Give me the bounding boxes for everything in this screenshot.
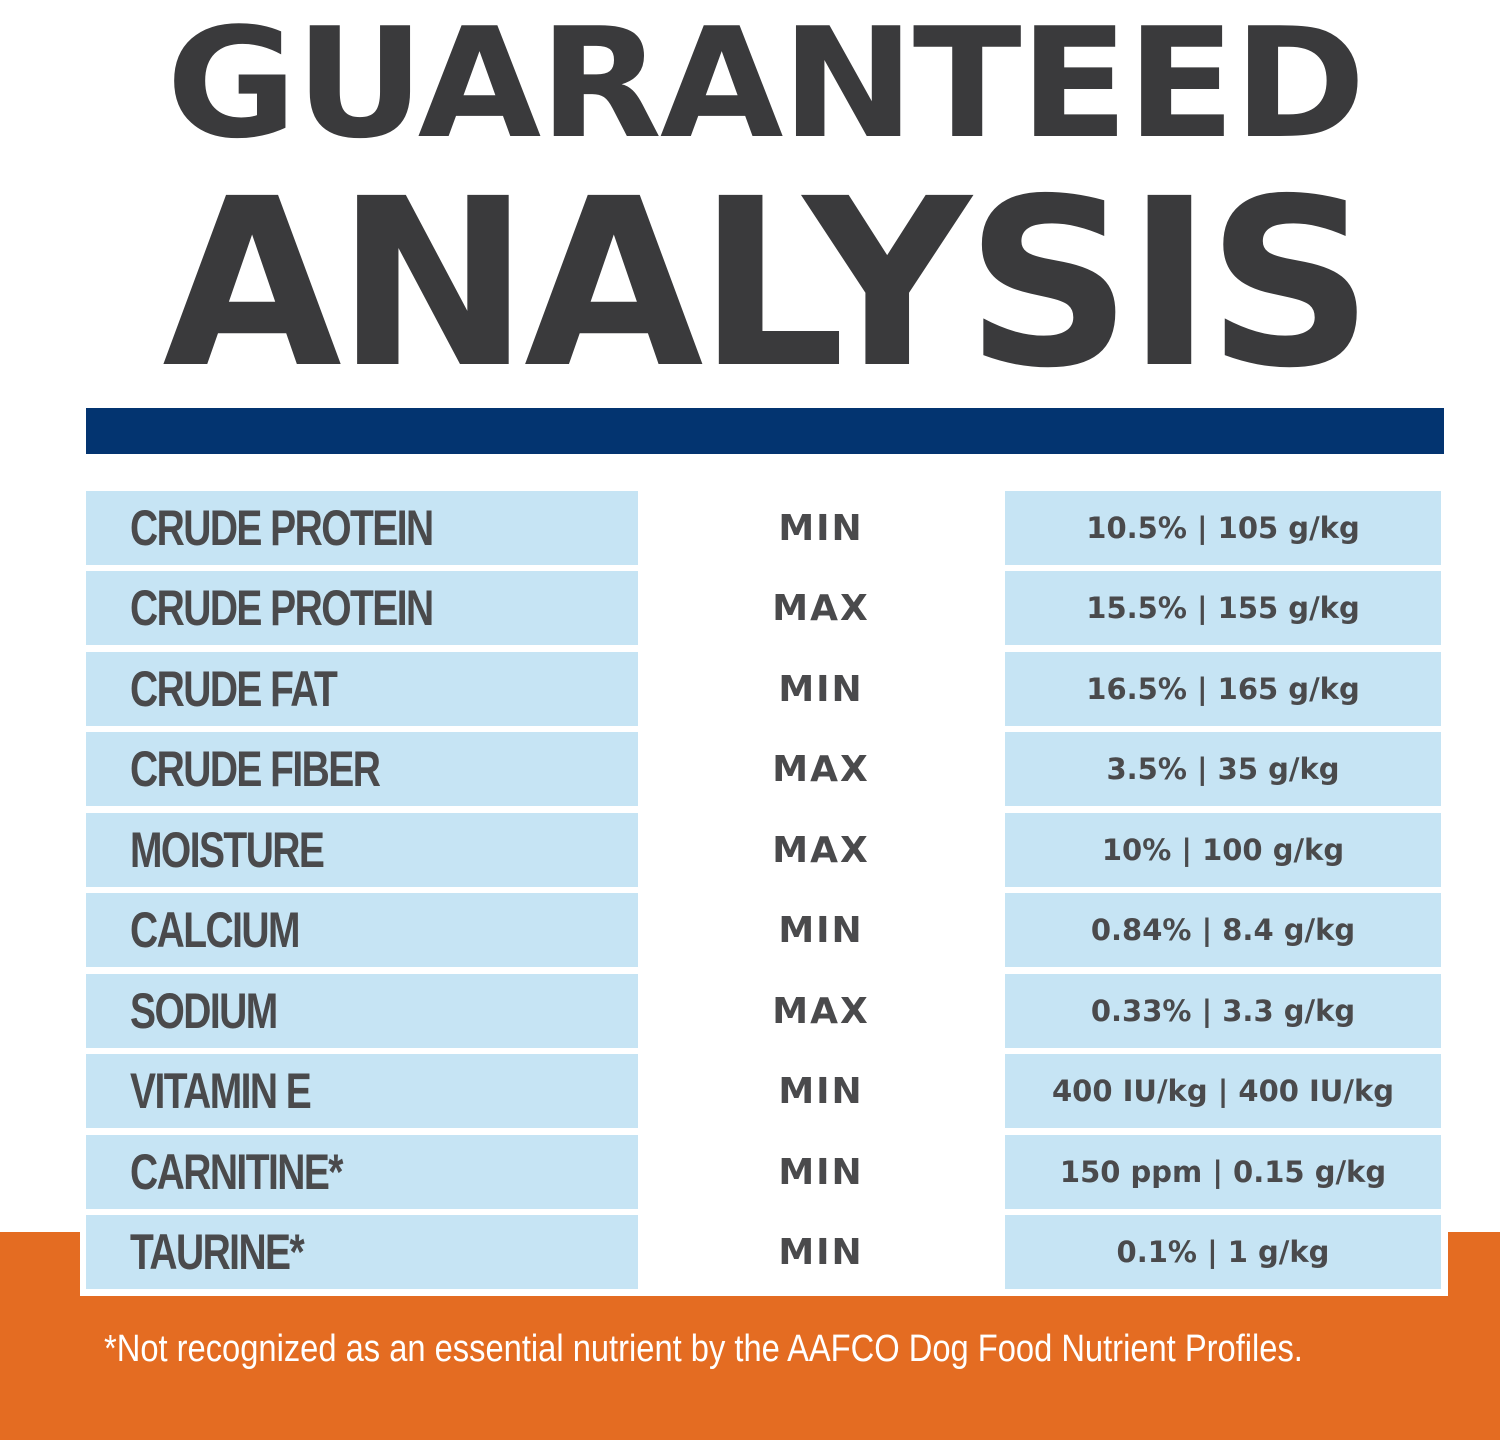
table-row: CARNITINE* MIN 150 ppm | 0.15 g/kg: [80, 1130, 1448, 1210]
nutrient-value: 3.5% | 35 g/kg: [1005, 732, 1441, 806]
footnote: *Not recognized as an essential nutrient…: [104, 1328, 1303, 1370]
nutrient-value: 0.1% | 1 g/kg: [1005, 1215, 1441, 1289]
nutrient-value: 15.5% | 155 g/kg: [1005, 571, 1441, 645]
nutrient-value: 10% | 100 g/kg: [1005, 813, 1441, 887]
analysis-table: CRUDE PROTEIN MIN 10.5% | 105 g/kg CRUDE…: [80, 486, 1448, 1296]
table-row: MOISTURE MAX 10% | 100 g/kg: [80, 808, 1448, 888]
limit-type: MAX: [772, 990, 870, 1032]
nutrient-name: CARNITINE*: [86, 1135, 638, 1209]
table-row: CALCIUM MIN 0.84% | 8.4 g/kg: [80, 888, 1448, 968]
nutrient-name: CALCIUM: [86, 893, 638, 967]
nutrient-name: CRUDE FIBER: [86, 732, 638, 806]
nutrient-value: 16.5% | 165 g/kg: [1005, 652, 1441, 726]
nutrient-value: 0.33% | 3.3 g/kg: [1005, 974, 1441, 1048]
nutrient-name: CRUDE FAT: [86, 652, 638, 726]
footer-corner: [1440, 1232, 1500, 1292]
nutrient-value: 0.84% | 8.4 g/kg: [1005, 893, 1441, 967]
table-row: CRUDE PROTEIN MIN 10.5% | 105 g/kg: [80, 486, 1448, 566]
nutrient-value: 150 ppm | 0.15 g/kg: [1005, 1135, 1441, 1209]
table-row: TAURINE* MIN 0.1% | 1 g/kg: [80, 1210, 1448, 1290]
limit-type: MAX: [772, 587, 870, 629]
limit-type: MAX: [772, 829, 870, 871]
limit-type: MAX: [772, 748, 870, 790]
table-row: CRUDE FIBER MAX 3.5% | 35 g/kg: [80, 727, 1448, 807]
limit-type: MIN: [778, 1231, 864, 1273]
limit-type: MIN: [778, 507, 864, 549]
limit-type: MIN: [778, 1070, 864, 1112]
nutrient-name: VITAMIN E: [86, 1054, 638, 1128]
limit-type: MIN: [778, 668, 864, 710]
title-line-2: ANALYSIS: [162, 149, 1373, 419]
limit-type: MIN: [778, 909, 864, 951]
table-row: SODIUM MAX 0.33% | 3.3 g/kg: [80, 969, 1448, 1049]
limit-type: MIN: [778, 1151, 864, 1193]
table-row: CRUDE PROTEIN MAX 15.5% | 155 g/kg: [80, 566, 1448, 646]
nutrient-name: CRUDE PROTEIN: [86, 571, 638, 645]
title-divider: [86, 408, 1444, 454]
nutrient-name: MOISTURE: [86, 813, 638, 887]
nutrient-name: SODIUM: [86, 974, 638, 1048]
nutrient-value: 10.5% | 105 g/kg: [1005, 491, 1441, 565]
nutrient-name: TAURINE*: [86, 1215, 638, 1289]
table-row: CRUDE FAT MIN 16.5% | 165 g/kg: [80, 647, 1448, 727]
title-line-1: GUARANTEED: [166, 0, 1366, 172]
table-row: VITAMIN E MIN 400 IU/kg | 400 IU/kg: [80, 1049, 1448, 1129]
nutrient-name: CRUDE PROTEIN: [86, 491, 638, 565]
nutrient-value: 400 IU/kg | 400 IU/kg: [1005, 1054, 1441, 1128]
